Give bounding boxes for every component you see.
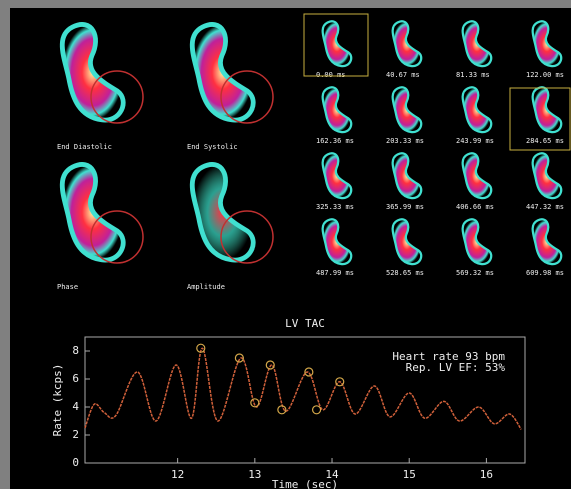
image-label: Phase (57, 283, 78, 291)
frame-label: 81.33 ms (456, 71, 490, 79)
chart-title: LV TAC (285, 317, 325, 330)
frame-label: 406.66 ms (456, 203, 494, 211)
annotation: Rep. LV EF: 53% (406, 361, 506, 374)
frame-label: 487.99 ms (316, 269, 354, 277)
y-tick-label: 0 (72, 456, 79, 469)
y-axis-label: Rate (kcps) (51, 364, 64, 437)
y-tick-label: 4 (72, 400, 79, 413)
x-tick-label: 15 (403, 468, 416, 481)
y-tick-label: 8 (72, 344, 79, 357)
frame-label: 40.67 ms (386, 71, 420, 79)
frame-label: 365.99 ms (386, 203, 424, 211)
screen: End Diastolic End Systolic Phase Amplitude 0… (0, 0, 571, 489)
frame-label: 203.33 ms (386, 137, 424, 145)
y-tick-label: 6 (72, 372, 79, 385)
frame-label: 284.65 ms (526, 137, 564, 145)
frame-label: 569.32 ms (456, 269, 494, 277)
x-tick-label: 12 (171, 468, 184, 481)
frame-label: 325.33 ms (316, 203, 354, 211)
x-axis-label: Time (sec) (272, 478, 338, 489)
x-tick-label: 13 (248, 468, 261, 481)
y-tick-label: 2 (72, 428, 79, 441)
image-label: End Systolic (187, 143, 238, 151)
frame-label: 609.98 ms (526, 269, 564, 277)
image-label: End Diastolic (57, 143, 112, 151)
frame-label: 528.65 ms (386, 269, 424, 277)
frame-label: 122.00 ms (526, 71, 564, 79)
frame-label: 162.36 ms (316, 137, 354, 145)
x-tick-label: 16 (480, 468, 493, 481)
page: End Diastolic End Systolic Phase Amplitude 0… (0, 0, 571, 489)
frame-label: 447.32 ms (526, 203, 564, 211)
frame-label: 243.99 ms (456, 137, 494, 145)
image-label: Amplitude (187, 283, 225, 291)
frame-label: 0.00 ms (316, 71, 346, 79)
